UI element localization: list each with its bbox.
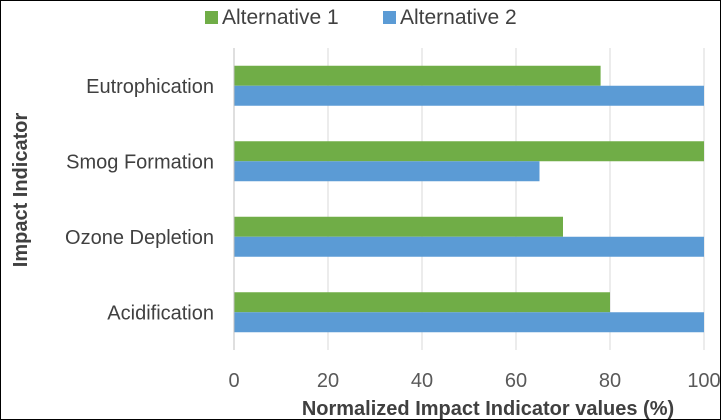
legend-label-alternative-1: Alternative 1 — [222, 6, 339, 29]
x-tick-label: 40 — [411, 370, 433, 392]
x-tick-labels: 0 20 40 60 80 100 — [228, 370, 720, 392]
x-tick-label: 20 — [317, 370, 339, 392]
bar-alternative-1-ozone-depletion — [234, 216, 563, 237]
category-label: Smog Formation — [66, 151, 214, 173]
bar-alternative-2-eutrophication — [234, 85, 704, 106]
legend-swatch-alternative-1 — [205, 11, 218, 24]
bar-alternative-2-ozone-depletion — [234, 236, 704, 257]
bar-alternative-1-smog-formation — [234, 141, 704, 162]
x-axis-title: Normalized Impact Indicator values (%) — [302, 398, 674, 420]
x-tick-label: 0 — [228, 370, 239, 392]
x-tick-label: 80 — [599, 370, 621, 392]
x-tick-label: 60 — [505, 370, 527, 392]
bars — [234, 65, 704, 333]
legend-label-alternative-2: Alternative 2 — [400, 6, 517, 29]
bar-alternative-2-acidification — [234, 312, 704, 333]
legend-swatch-alternative-2 — [383, 11, 396, 24]
bar-alternative-2-smog-formation — [234, 161, 540, 182]
bar-alternative-1-eutrophication — [234, 65, 601, 86]
x-tick-label: 100 — [687, 370, 720, 392]
bar-alternative-1-acidification — [234, 292, 610, 313]
category-label: Ozone Depletion — [65, 227, 214, 249]
category-labels: Eutrophication Smog Formation Ozone Deplet… — [65, 76, 214, 325]
y-axis-title: Impact Indicator — [10, 113, 32, 268]
category-label: Acidification — [107, 302, 214, 324]
legend: Alternative 1 Alternative 2 — [205, 6, 517, 29]
category-label: Eutrophication — [86, 76, 214, 98]
